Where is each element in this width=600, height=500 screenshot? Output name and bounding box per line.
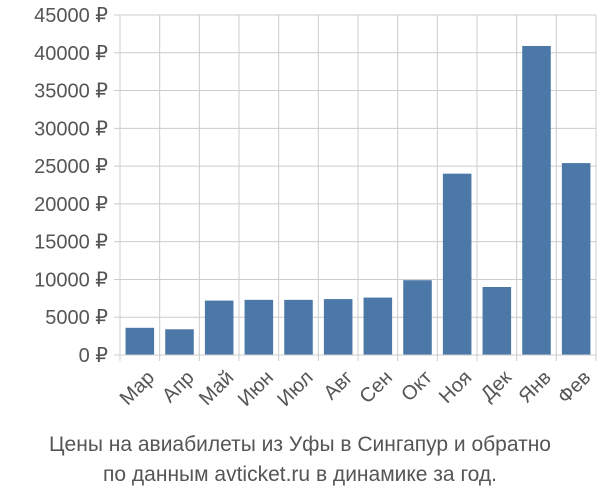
bar-12 — [561, 163, 591, 355]
y-tick-label: 15000 ₽ — [34, 232, 108, 254]
bar-2 — [165, 329, 194, 355]
x-tick-label: Май — [195, 367, 238, 410]
bar-3 — [204, 300, 234, 355]
y-axis-tick-labels: 0 ₽ 5000 ₽ 10000 ₽ 15000 ₽ 20000 ₽ 25000 ₽ 300… — [34, 5, 108, 367]
x-tick-label: Сен — [356, 367, 397, 408]
grid-lines — [114, 14, 597, 361]
x-tick-label: Авг — [320, 367, 358, 405]
y-tick-label: 10000 ₽ — [34, 269, 108, 291]
chart-caption-line-1: Цены на авиабилеты из Уфы в Сингапур и о… — [49, 433, 551, 456]
bars — [125, 45, 591, 355]
y-tick-label: 5000 ₽ — [45, 307, 108, 329]
x-tick-label: Дек — [477, 366, 516, 405]
bar-8 — [403, 280, 432, 355]
x-tick-label: Янв — [515, 367, 556, 408]
bar-11 — [522, 45, 551, 355]
bar-4 — [244, 299, 274, 355]
y-tick-label: 35000 ₽ — [34, 81, 108, 103]
y-tick-label: 0 ₽ — [79, 345, 109, 367]
x-tick-label: Ноя — [435, 367, 476, 408]
y-tick-label: 25000 ₽ — [34, 156, 108, 178]
x-tick-label: Мар — [116, 367, 159, 410]
x-tick-label: Окт — [397, 367, 436, 406]
bar-6 — [323, 299, 353, 355]
x-tick-label: Июн — [234, 367, 278, 411]
y-tick-label: 40000 ₽ — [34, 43, 108, 65]
bar-10 — [482, 287, 512, 355]
bar-1 — [125, 327, 155, 355]
chart-caption-line-2: по данным avticket.ru в динамике за год. — [103, 463, 497, 486]
x-tick-label: Апр — [158, 367, 199, 408]
y-tick-label: 20000 ₽ — [34, 194, 108, 216]
y-tick-label: 30000 ₽ — [34, 118, 108, 140]
bar-5 — [284, 299, 313, 355]
bar-7 — [363, 297, 393, 355]
y-tick-label: 45000 ₽ — [34, 5, 108, 27]
x-tick-label: Фев — [554, 367, 596, 409]
bar-9 — [442, 173, 472, 355]
x-tick-label: Июл — [273, 367, 317, 411]
